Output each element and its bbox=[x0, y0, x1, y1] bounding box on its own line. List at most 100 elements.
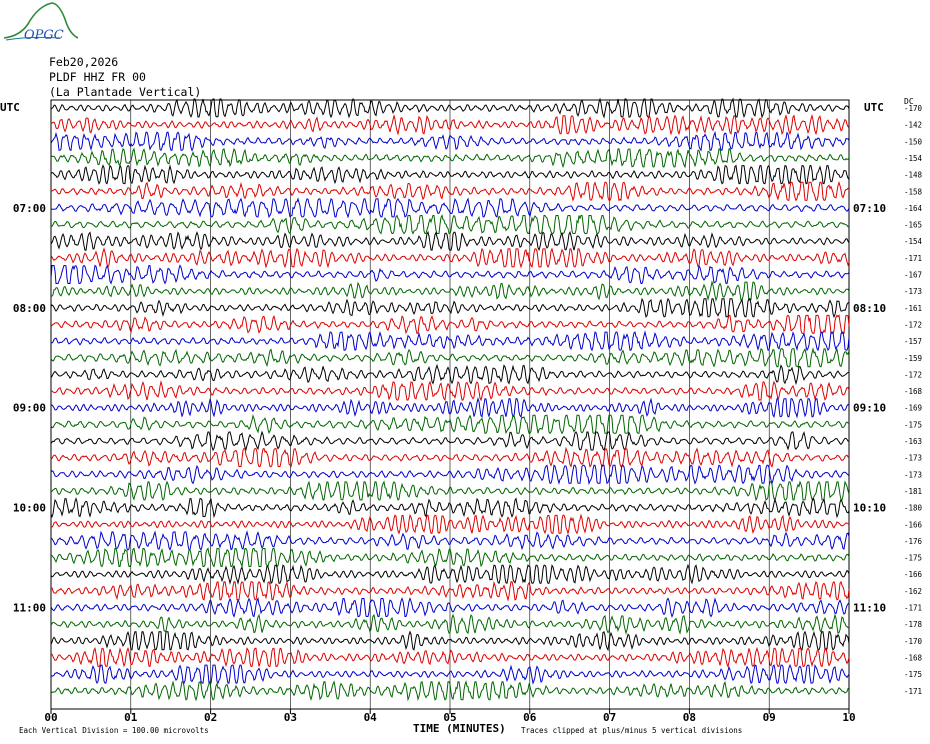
seismic-trace bbox=[50, 97, 850, 119]
dc-offset-label: -150 bbox=[904, 137, 923, 146]
dc-offset-label: -175 bbox=[904, 420, 922, 429]
seismic-trace bbox=[50, 280, 850, 302]
seismic-trace bbox=[50, 679, 850, 702]
dc-offset-label: -159 bbox=[904, 354, 922, 363]
hour-label-right: 10:10 bbox=[853, 502, 886, 515]
hour-label-right: 08:10 bbox=[853, 302, 886, 315]
seismic-trace bbox=[50, 230, 850, 252]
seismic-trace bbox=[50, 314, 850, 335]
dc-offset-label: -180 bbox=[904, 504, 923, 513]
dc-offset-label: -168 bbox=[904, 387, 923, 396]
hour-label-right: 09:10 bbox=[853, 402, 886, 415]
x-tick-label: 00 bbox=[44, 711, 57, 724]
x-tick-label: 04 bbox=[364, 711, 378, 724]
dc-offset-label: -166 bbox=[904, 570, 923, 579]
dc-offset-label: -175 bbox=[904, 670, 922, 679]
hour-label-left: 10:00 bbox=[13, 502, 46, 515]
hour-label-left: 11:00 bbox=[13, 602, 46, 615]
channel-code: PLDF HHZ FR 00 bbox=[49, 70, 146, 84]
dc-offset-label: -172 bbox=[904, 370, 922, 379]
dc-offset-label: -154 bbox=[904, 237, 923, 246]
x-tick-label: 10 bbox=[842, 711, 855, 724]
x-tick-label: 08 bbox=[683, 711, 696, 724]
seismic-trace bbox=[50, 497, 850, 519]
dc-offset-label: -157 bbox=[904, 337, 922, 346]
x-tick-label: 02 bbox=[204, 711, 217, 724]
dc-offset-label: -172 bbox=[904, 320, 922, 329]
seismic-trace bbox=[50, 563, 850, 585]
seismic-trace bbox=[50, 513, 850, 536]
x-tick-label: 01 bbox=[124, 711, 138, 724]
x-tick-label: 05 bbox=[443, 711, 456, 724]
dc-offset-label: -154 bbox=[904, 154, 923, 163]
x-axis-title: TIME (MINUTES) bbox=[413, 722, 506, 735]
hour-label-right: 11:10 bbox=[853, 602, 886, 615]
dc-offset-label: -167 bbox=[904, 271, 922, 280]
seismic-trace bbox=[50, 430, 850, 452]
dc-offset-label: -164 bbox=[904, 204, 923, 213]
dc-offset-label: -158 bbox=[904, 187, 923, 196]
logo-text: OPGC bbox=[24, 28, 64, 43]
dc-offset-label: -170 bbox=[904, 637, 923, 646]
hour-label-left: 09:00 bbox=[13, 402, 46, 415]
dc-offset-label: -148 bbox=[904, 171, 923, 180]
seismic-trace bbox=[51, 547, 850, 569]
seismic-trace bbox=[50, 663, 850, 685]
seismic-trace bbox=[50, 147, 850, 169]
hour-label-left: 08:00 bbox=[13, 302, 46, 315]
dc-offset-label: -175 bbox=[904, 554, 922, 563]
dc-offset-label: -181 bbox=[904, 487, 922, 496]
seismic-trace bbox=[50, 197, 850, 219]
dc-offset-label: -171 bbox=[904, 254, 922, 263]
seismic-trace bbox=[50, 380, 850, 402]
seismic-trace bbox=[50, 630, 850, 652]
dc-offset-label: -168 bbox=[904, 653, 923, 662]
seismic-trace bbox=[50, 580, 850, 602]
utc-label-left: UTC bbox=[0, 101, 20, 114]
x-tick-label: 07 bbox=[603, 711, 616, 724]
seismic-trace bbox=[50, 330, 850, 352]
dc-offset-label: -170 bbox=[904, 104, 923, 113]
seismic-trace bbox=[50, 464, 850, 486]
seismic-trace bbox=[50, 264, 850, 285]
dc-offset-label: -162 bbox=[904, 587, 922, 596]
dc-offset-label: -173 bbox=[904, 470, 922, 479]
seismic-trace bbox=[50, 214, 850, 235]
seismic-trace bbox=[50, 363, 850, 386]
dc-offset-label: -171 bbox=[904, 687, 922, 696]
seismic-trace bbox=[50, 130, 850, 152]
scale-note: Each Vertical Division = 100.00 microvol… bbox=[19, 726, 209, 735]
seismic-trace bbox=[50, 164, 850, 185]
seismic-trace bbox=[50, 596, 850, 618]
hour-label-left: 07:00 bbox=[13, 202, 46, 215]
dc-offset-label: -166 bbox=[904, 520, 923, 529]
dc-offset-label: -173 bbox=[904, 454, 922, 463]
opgc-logo: OPGC bbox=[0, 0, 80, 45]
dc-offset-label: -176 bbox=[904, 537, 923, 546]
seismic-trace bbox=[50, 414, 850, 435]
plot-date: Feb20,2026 bbox=[49, 55, 119, 69]
seismic-trace bbox=[50, 297, 850, 319]
seismic-trace bbox=[50, 396, 850, 419]
seismic-trace bbox=[50, 530, 850, 552]
dc-offset-label: -169 bbox=[904, 404, 922, 413]
seismic-trace bbox=[50, 113, 850, 136]
clip-note: Traces clipped at plus/minus 5 vertical … bbox=[521, 726, 743, 735]
dc-offset-label: -161 bbox=[904, 304, 922, 313]
seismic-trace bbox=[50, 613, 850, 635]
dc-offset-label: -173 bbox=[904, 287, 922, 296]
dc-offset-label: -171 bbox=[904, 604, 922, 613]
seismic-trace bbox=[50, 446, 850, 468]
hour-label-right: 07:10 bbox=[853, 202, 886, 215]
x-tick-label: 03 bbox=[284, 711, 297, 724]
seismic-trace bbox=[50, 646, 850, 668]
seismic-trace bbox=[50, 247, 850, 269]
x-tick-label: 09 bbox=[763, 711, 776, 724]
dc-label: DC bbox=[904, 97, 914, 106]
dc-offset-label: -142 bbox=[904, 121, 922, 130]
x-tick-label: 06 bbox=[523, 711, 537, 724]
station-name: (La Plantade Vertical) bbox=[49, 85, 202, 99]
utc-label-right: UTC bbox=[864, 101, 884, 114]
seismic-trace bbox=[50, 180, 850, 202]
